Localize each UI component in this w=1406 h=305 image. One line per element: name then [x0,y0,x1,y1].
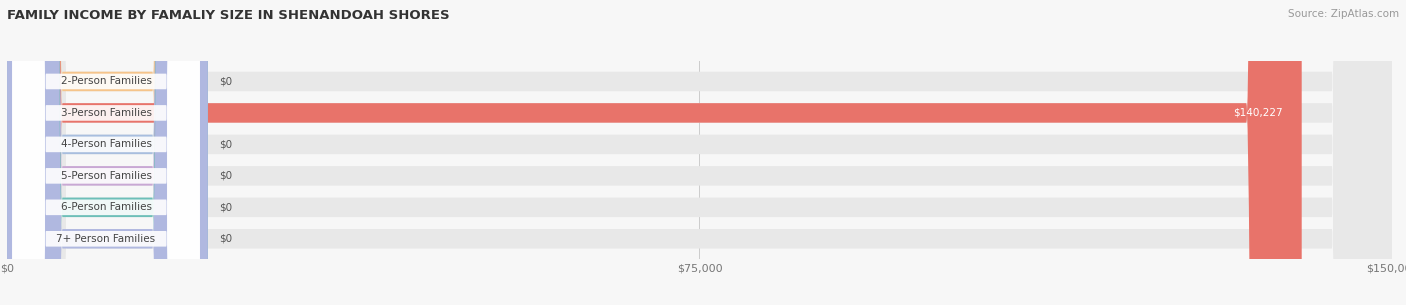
Text: Source: ZipAtlas.com: Source: ZipAtlas.com [1288,9,1399,19]
FancyBboxPatch shape [7,0,1302,305]
Text: 4-Person Families: 4-Person Families [60,139,152,149]
FancyBboxPatch shape [7,0,208,305]
Text: $0: $0 [219,77,232,86]
FancyBboxPatch shape [13,0,200,305]
Text: $0: $0 [219,139,232,149]
FancyBboxPatch shape [7,0,208,305]
FancyBboxPatch shape [7,0,208,305]
Text: 7+ Person Families: 7+ Person Families [56,234,156,244]
FancyBboxPatch shape [7,0,1392,305]
Text: $0: $0 [219,234,232,244]
FancyBboxPatch shape [13,0,200,305]
Text: $0: $0 [219,171,232,181]
Text: FAMILY INCOME BY FAMALIY SIZE IN SHENANDOAH SHORES: FAMILY INCOME BY FAMALIY SIZE IN SHENAND… [7,9,450,22]
Text: 3-Person Families: 3-Person Families [60,108,152,118]
FancyBboxPatch shape [13,0,200,305]
Text: 6-Person Families: 6-Person Families [60,202,152,212]
FancyBboxPatch shape [13,0,200,305]
FancyBboxPatch shape [7,0,1392,305]
FancyBboxPatch shape [13,0,200,305]
FancyBboxPatch shape [7,0,1392,305]
FancyBboxPatch shape [7,0,208,305]
Text: 2-Person Families: 2-Person Families [60,77,152,86]
Text: $140,227: $140,227 [1233,108,1284,118]
FancyBboxPatch shape [7,0,208,305]
FancyBboxPatch shape [7,0,1392,305]
Text: $0: $0 [219,202,232,212]
FancyBboxPatch shape [7,0,1392,305]
Text: 5-Person Families: 5-Person Families [60,171,152,181]
FancyBboxPatch shape [7,0,1392,305]
FancyBboxPatch shape [13,0,200,305]
